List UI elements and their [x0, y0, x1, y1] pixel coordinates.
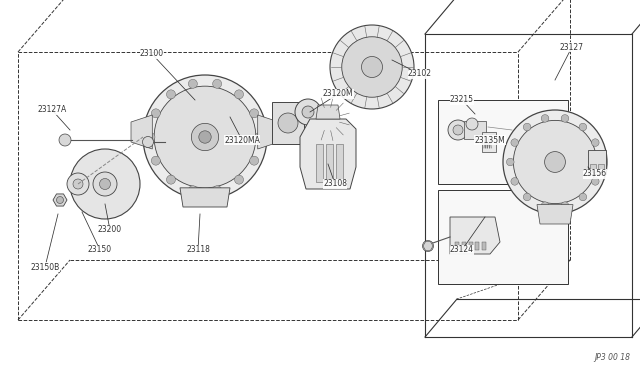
Circle shape — [295, 99, 321, 125]
Bar — [336, 144, 343, 182]
Polygon shape — [131, 115, 152, 149]
Polygon shape — [180, 188, 230, 207]
Circle shape — [191, 124, 219, 151]
Circle shape — [250, 156, 259, 165]
Circle shape — [596, 158, 604, 166]
Circle shape — [151, 156, 161, 165]
Polygon shape — [272, 102, 304, 144]
Text: 23124: 23124 — [450, 246, 474, 254]
Circle shape — [143, 75, 267, 199]
Circle shape — [234, 90, 243, 99]
Bar — [482, 132, 496, 152]
Circle shape — [143, 137, 154, 148]
Text: 23156: 23156 — [583, 170, 607, 179]
Text: 23135M: 23135M — [475, 135, 506, 144]
Circle shape — [212, 186, 221, 195]
Polygon shape — [537, 205, 573, 224]
Circle shape — [448, 120, 468, 140]
Circle shape — [166, 175, 175, 184]
Polygon shape — [300, 119, 356, 189]
Text: 23108: 23108 — [323, 180, 347, 189]
Text: 23215: 23215 — [450, 96, 474, 105]
Bar — [438, 190, 568, 284]
Circle shape — [591, 139, 599, 147]
Text: 23150: 23150 — [88, 246, 112, 254]
Text: 23127A: 23127A — [37, 106, 67, 115]
Circle shape — [67, 173, 89, 195]
Circle shape — [466, 118, 478, 130]
Bar — [598, 164, 604, 172]
Bar — [476, 242, 479, 250]
Circle shape — [250, 109, 259, 118]
Circle shape — [506, 158, 514, 166]
Bar — [588, 150, 606, 174]
Circle shape — [93, 172, 117, 196]
Bar — [326, 144, 333, 182]
Bar — [316, 144, 323, 182]
Circle shape — [561, 115, 569, 122]
Text: 23127: 23127 — [560, 42, 584, 51]
Circle shape — [453, 125, 463, 135]
Circle shape — [330, 25, 414, 109]
Text: 23120MA: 23120MA — [224, 135, 260, 144]
Circle shape — [278, 113, 298, 133]
Text: 23102: 23102 — [408, 70, 432, 78]
Bar — [461, 242, 466, 250]
Polygon shape — [53, 194, 67, 206]
Circle shape — [362, 57, 383, 77]
Polygon shape — [258, 115, 279, 149]
Circle shape — [99, 179, 111, 189]
Polygon shape — [423, 242, 433, 250]
Circle shape — [541, 202, 549, 209]
Circle shape — [422, 241, 433, 251]
Circle shape — [541, 115, 549, 122]
Text: JP3 00 18: JP3 00 18 — [594, 353, 630, 362]
Circle shape — [579, 123, 587, 131]
Circle shape — [503, 110, 607, 214]
Circle shape — [166, 90, 175, 99]
Bar — [482, 242, 486, 250]
Circle shape — [513, 121, 596, 203]
Circle shape — [59, 134, 71, 146]
Circle shape — [524, 193, 531, 201]
Text: 23120M: 23120M — [323, 90, 353, 99]
Circle shape — [199, 131, 211, 143]
Circle shape — [154, 86, 256, 188]
Text: 23150B: 23150B — [30, 263, 60, 272]
Circle shape — [511, 177, 518, 185]
Bar — [464, 121, 486, 139]
Bar — [438, 100, 568, 184]
Circle shape — [545, 152, 565, 172]
Bar — [455, 242, 459, 250]
Circle shape — [151, 109, 161, 118]
Circle shape — [342, 37, 403, 97]
Text: 23200: 23200 — [98, 225, 122, 234]
Circle shape — [212, 79, 221, 88]
Circle shape — [511, 139, 518, 147]
Bar — [468, 242, 472, 250]
Circle shape — [255, 132, 264, 141]
Circle shape — [73, 179, 83, 189]
Circle shape — [579, 193, 587, 201]
Circle shape — [146, 132, 155, 141]
Circle shape — [234, 175, 243, 184]
Circle shape — [302, 106, 314, 118]
Bar — [590, 164, 596, 172]
Polygon shape — [450, 217, 500, 254]
Text: 23118: 23118 — [186, 246, 210, 254]
Circle shape — [56, 196, 63, 203]
Circle shape — [561, 202, 569, 209]
Circle shape — [591, 177, 599, 185]
Circle shape — [524, 123, 531, 131]
Circle shape — [70, 149, 140, 219]
Circle shape — [188, 186, 197, 195]
Text: 23100: 23100 — [140, 49, 164, 58]
Circle shape — [188, 79, 197, 88]
Polygon shape — [316, 105, 340, 119]
